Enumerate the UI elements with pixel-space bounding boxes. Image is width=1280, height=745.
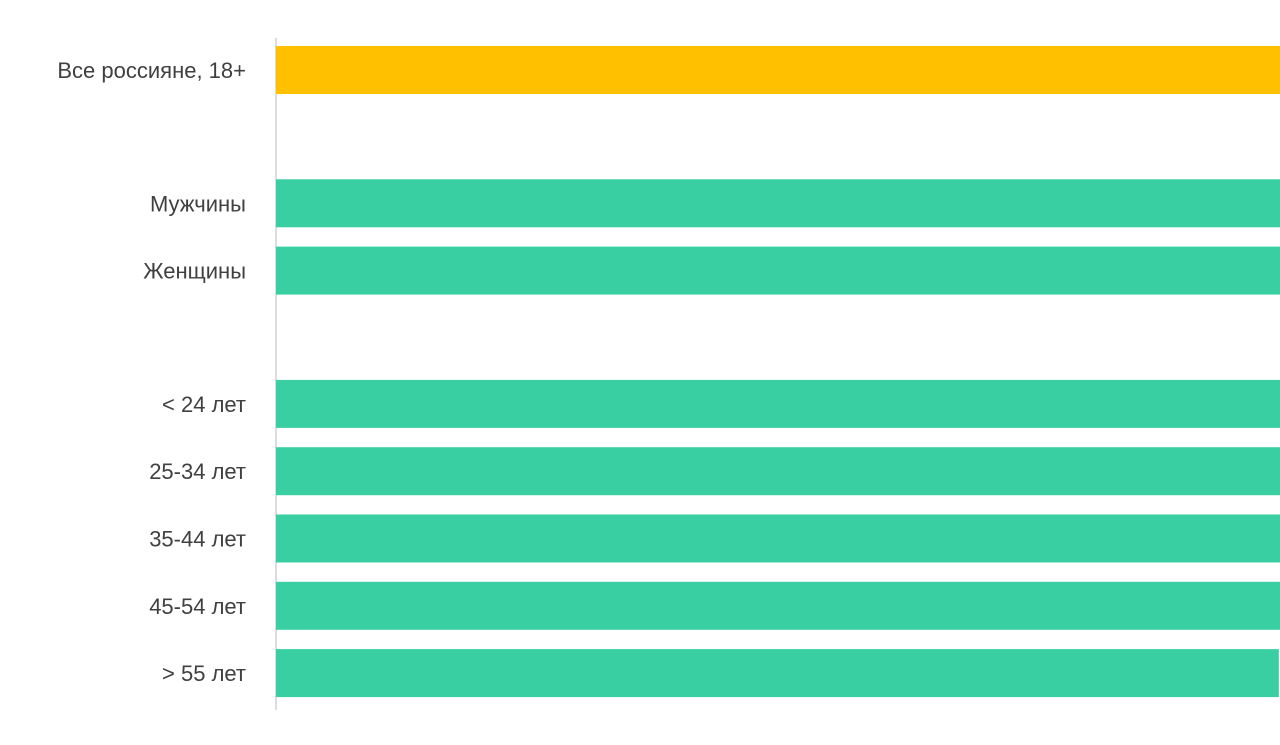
category-label-5: 35-44 лет	[149, 527, 246, 552]
category-label-0: Все россияне, 18+	[57, 58, 246, 83]
bar-6	[276, 581, 1280, 630]
category-label-3: < 24 лет	[162, 392, 246, 417]
category-label-2: Женщины	[143, 259, 246, 284]
bar-4	[276, 447, 1280, 496]
bar-5	[276, 514, 1280, 563]
bar-1	[276, 179, 1280, 228]
bar-2	[276, 246, 1280, 295]
category-label-1: Мужчины	[150, 191, 246, 216]
bar-7	[276, 649, 1279, 698]
category-label-6: 45-54 лет	[149, 594, 246, 619]
bar-0	[276, 46, 1280, 94]
category-label-4: 25-34 лет	[149, 459, 246, 484]
bar-3	[276, 379, 1280, 428]
category-label-7: > 55 лет	[162, 661, 246, 686]
